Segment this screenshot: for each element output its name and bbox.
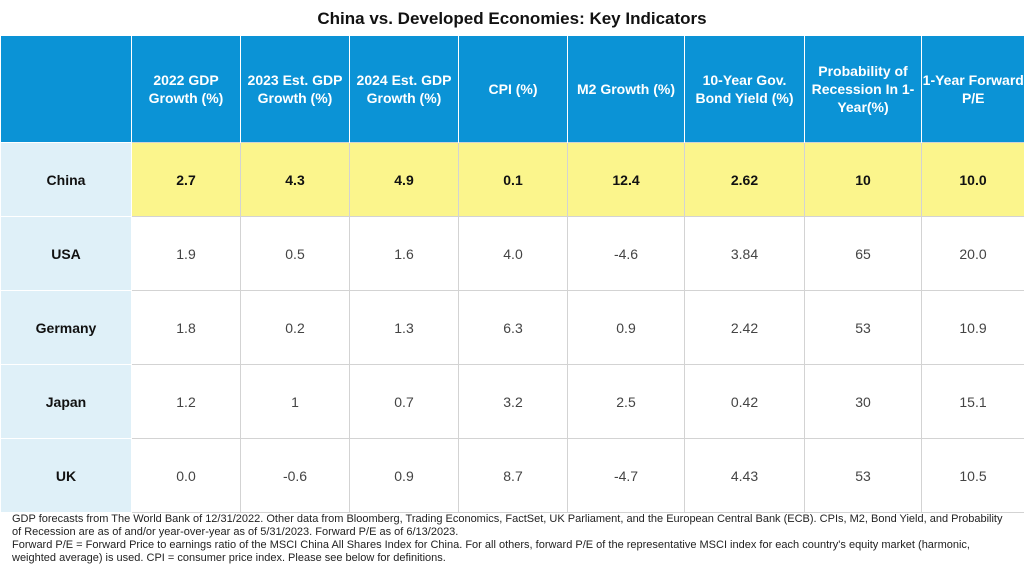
value-cell: -4.7 — [567, 438, 685, 513]
table-row: Japan 1.2 1 0.7 3.2 2.5 0.42 30 15.1 — [0, 364, 1024, 439]
value-cell: 1.8 — [131, 290, 241, 365]
footnotes: GDP forecasts from The World Bank of 12/… — [12, 513, 1012, 565]
table-row: China 2.7 4.3 4.9 0.1 12.4 2.62 10 10.0 — [0, 142, 1024, 217]
value-cell: 0.5 — [240, 216, 350, 291]
value-cell: 2.7 — [131, 142, 241, 217]
chart-title: China vs. Developed Economies: Key Indic… — [317, 9, 707, 28]
country-cell: Germany — [0, 290, 132, 365]
table-body: China 2.7 4.3 4.9 0.1 12.4 2.62 10 10.0 USA 1.9 0.5… — [0, 142, 1024, 513]
value-cell: 30 — [804, 364, 922, 439]
column-header: 2023 Est. GDP Growth (%) — [240, 36, 350, 143]
column-header: Probability of Recession In 1-Year(%) — [804, 36, 922, 143]
value-cell: 0.42 — [684, 364, 805, 439]
value-cell: 10 — [804, 142, 922, 217]
value-cell: 1.9 — [131, 216, 241, 291]
value-cell: 3.84 — [684, 216, 805, 291]
indicators-table: 2022 GDP Growth (%) 2023 Est. GDP Growth… — [0, 36, 1024, 513]
value-cell: 1.6 — [349, 216, 459, 291]
value-cell: 10.9 — [921, 290, 1024, 365]
value-cell: 4.3 — [240, 142, 350, 217]
value-cell: 12.4 — [567, 142, 685, 217]
value-cell: 0.1 — [458, 142, 568, 217]
column-header: CPI (%) — [458, 36, 568, 143]
value-cell: 1 — [240, 364, 350, 439]
value-cell: 53 — [804, 438, 922, 513]
value-cell: -4.6 — [567, 216, 685, 291]
column-header: 2024 Est. GDP Growth (%) — [349, 36, 459, 143]
footnote-sources: GDP forecasts from The World Bank of 12/… — [12, 513, 1003, 538]
value-cell: 0.2 — [240, 290, 350, 365]
table-row: Germany 1.8 0.2 1.3 6.3 0.9 2.42 53 10.9 — [0, 290, 1024, 365]
column-header: M2 Growth (%) — [567, 36, 685, 143]
value-cell: 2.62 — [684, 142, 805, 217]
value-cell: 65 — [804, 216, 922, 291]
value-cell: 10.5 — [921, 438, 1024, 513]
value-cell: 4.43 — [684, 438, 805, 513]
value-cell: 4.9 — [349, 142, 459, 217]
value-cell: 10.0 — [921, 142, 1024, 217]
value-cell: 2.5 — [567, 364, 685, 439]
header-row: 2022 GDP Growth (%) 2023 Est. GDP Growth… — [0, 36, 1024, 143]
value-cell: 3.2 — [458, 364, 568, 439]
value-cell: 20.0 — [921, 216, 1024, 291]
value-cell: 0.0 — [131, 438, 241, 513]
value-cell: 15.1 — [921, 364, 1024, 439]
table-row: USA 1.9 0.5 1.6 4.0 -4.6 3.84 65 20.0 — [0, 216, 1024, 291]
country-cell: UK — [0, 438, 132, 513]
column-header: 1-Year Forward P/E — [921, 36, 1024, 143]
table-row: UK 0.0 -0.6 0.9 8.7 -4.7 4.43 53 10.5 — [0, 438, 1024, 513]
column-header: 10-Year Gov. Bond Yield (%) — [684, 36, 805, 143]
value-cell: 0.7 — [349, 364, 459, 439]
value-cell: 2.42 — [684, 290, 805, 365]
value-cell: 53 — [804, 290, 922, 365]
country-cell: Japan — [0, 364, 132, 439]
value-cell: 6.3 — [458, 290, 568, 365]
country-cell: China — [0, 142, 132, 217]
value-cell: 0.9 — [567, 290, 685, 365]
country-cell: USA — [0, 216, 132, 291]
value-cell: 0.9 — [349, 438, 459, 513]
column-header: 2022 GDP Growth (%) — [131, 36, 241, 143]
value-cell: 8.7 — [458, 438, 568, 513]
value-cell: -0.6 — [240, 438, 350, 513]
value-cell: 4.0 — [458, 216, 568, 291]
value-cell: 1.3 — [349, 290, 459, 365]
column-header — [0, 36, 132, 143]
footnote-definitions: Forward P/E = Forward Price to earnings … — [12, 539, 970, 564]
value-cell: 1.2 — [131, 364, 241, 439]
